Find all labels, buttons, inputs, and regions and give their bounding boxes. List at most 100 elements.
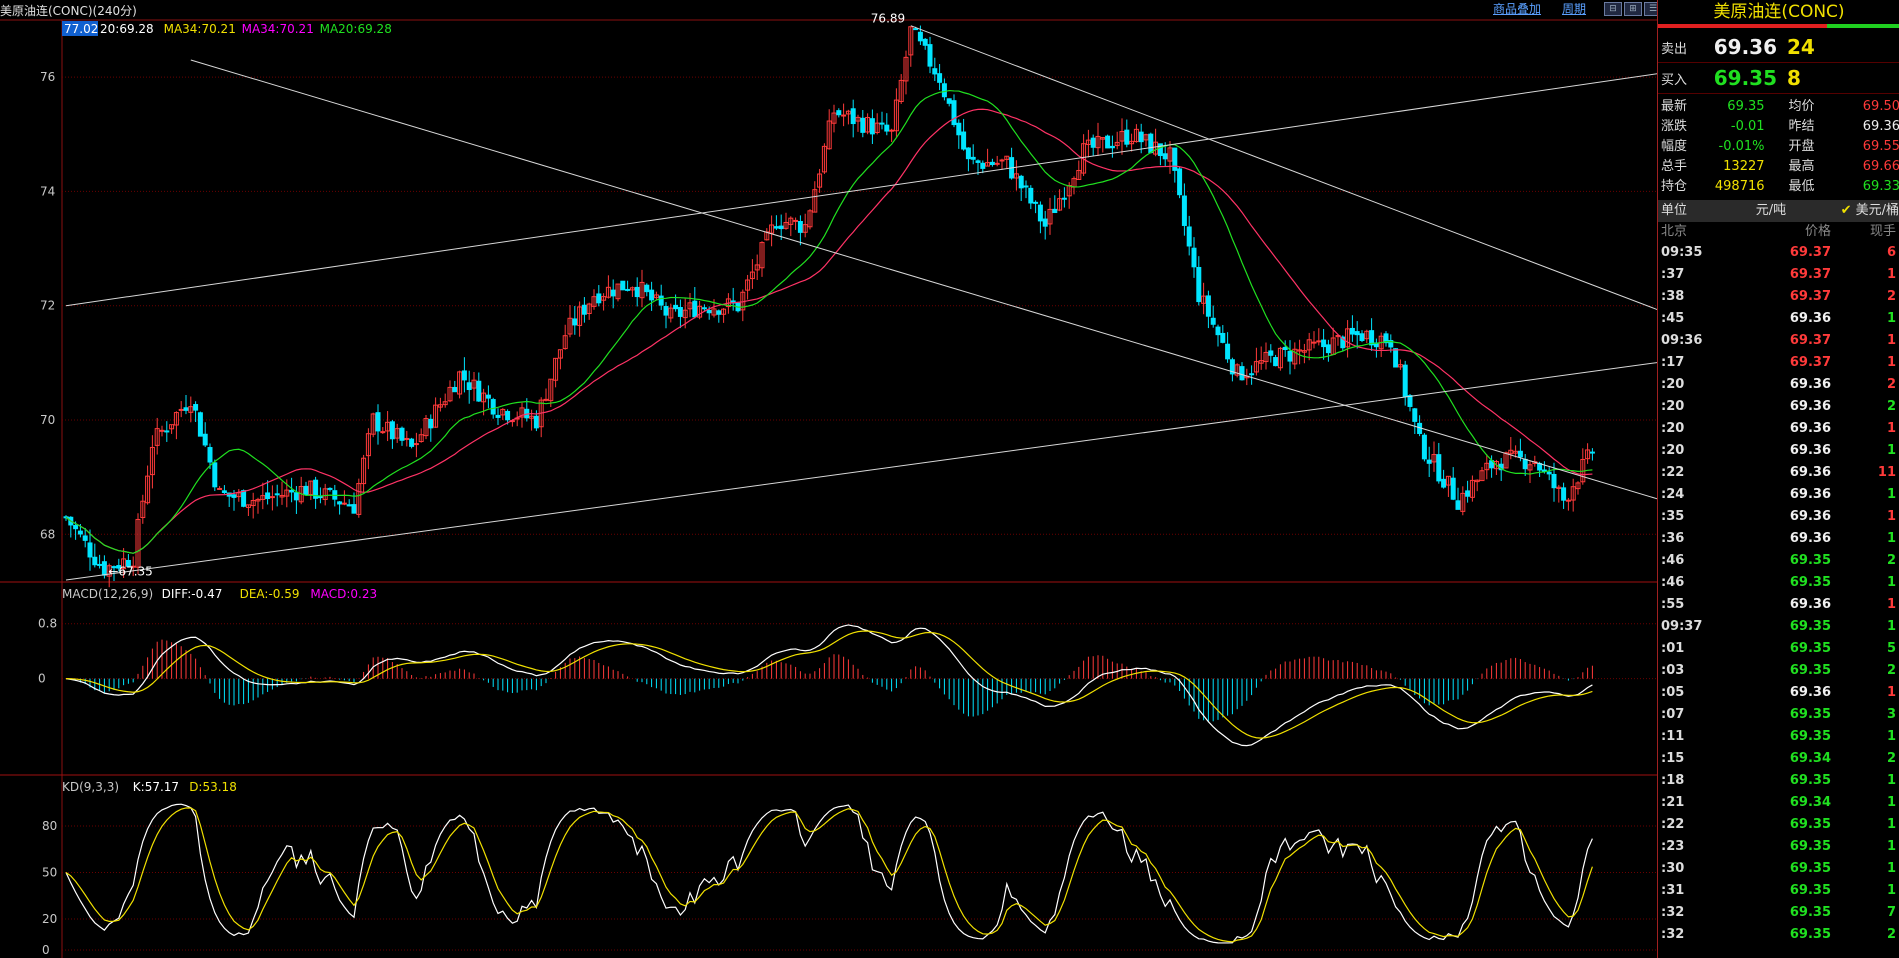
candle-body [1412, 408, 1418, 422]
candle-body [423, 418, 429, 437]
stat-value-2: 69.33 [1862, 179, 1899, 194]
zoom-in-icon[interactable]: ⊞ [1624, 2, 1642, 16]
candle-body [135, 518, 141, 568]
tick-price: 69.36 [1789, 421, 1831, 436]
candle-body [308, 480, 314, 495]
kd-d-line [65, 807, 1593, 943]
candle-body [932, 68, 938, 75]
trend-line [910, 25, 1657, 311]
candle-body [721, 308, 727, 315]
candle-body [1522, 458, 1528, 470]
tick-price: 69.35 [1789, 905, 1831, 920]
candle-body [1196, 266, 1202, 303]
candle-body [788, 217, 794, 225]
candle-body [1321, 339, 1327, 348]
candle-body [1484, 462, 1490, 471]
candle-body [1114, 141, 1120, 147]
candle-body [917, 31, 923, 42]
candle-body [375, 412, 381, 432]
tick-row: :03 69.35 2 [1658, 660, 1899, 682]
candle-body [1541, 469, 1547, 472]
tick-row: :01 69.35 5 [1658, 638, 1899, 660]
tick-time: :35 [1661, 509, 1685, 524]
candle-body [533, 415, 539, 429]
candle-body [1585, 449, 1591, 460]
candle-body [255, 498, 261, 502]
candle-body [202, 433, 208, 446]
tick-price: 69.35 [1789, 729, 1831, 744]
candle-body [500, 408, 506, 416]
unit-cny[interactable]: 元/吨 [1755, 203, 1787, 218]
candle-body [1340, 336, 1346, 349]
candle-body [1561, 487, 1567, 501]
candle-body [1037, 204, 1043, 222]
candle-body [236, 492, 242, 498]
candle-body [999, 159, 1005, 162]
tick-volume: 1 [1886, 531, 1896, 546]
overlay-link[interactable]: 商品叠加 [1493, 2, 1542, 16]
candle-body [793, 219, 799, 222]
macd-dea-line [65, 630, 1593, 739]
candle-body [629, 287, 635, 291]
tick-row: :20 69.36 2 [1658, 396, 1899, 418]
candle-body [783, 221, 789, 229]
tick-price: 69.37 [1789, 245, 1831, 260]
candle-body [389, 421, 395, 440]
tick-row: :20 69.36 1 [1658, 440, 1899, 462]
candle-body [1004, 155, 1010, 160]
candle-body [1234, 364, 1240, 376]
candle-body [1306, 339, 1312, 351]
tick-time: 09:35 [1661, 245, 1703, 260]
tick-time: 09:36 [1661, 333, 1703, 348]
candle-body [985, 162, 991, 167]
kd-legend-item: K:57.17 [133, 780, 179, 794]
tick-row: :18 69.35 1 [1658, 770, 1899, 792]
tick-row: :20 69.36 1 [1658, 418, 1899, 440]
candle-body [356, 483, 362, 515]
stat-row: 幅度 -0.01% 开盘 69.55 [1658, 137, 1899, 157]
tick-price: 69.35 [1789, 927, 1831, 942]
candle-body [1028, 187, 1034, 204]
candle-body [965, 147, 971, 160]
tick-time: :11 [1661, 729, 1685, 744]
candle-body [1282, 346, 1288, 351]
zoom-out-icon[interactable]: ⊟ [1604, 2, 1622, 16]
ticker-label: 美原油连(CONC)(240分) [0, 4, 137, 18]
tick-volume: 1 [1886, 443, 1896, 458]
chart-canvas[interactable]: 76 74 72 70 68 76.89 ←67.35 77.02 20:69.28 MA34:7… [0, 0, 1657, 958]
candle-body [1388, 340, 1394, 348]
candle-body [1469, 479, 1475, 498]
candle-body [485, 394, 491, 399]
legend-item: 20:69.28 [100, 22, 154, 36]
candle-body [1551, 473, 1557, 489]
candle-body [231, 494, 237, 498]
stat-value: 498716 [1714, 179, 1765, 194]
candle-body [351, 504, 357, 514]
tick-volume: 1 [1886, 311, 1896, 326]
candle-body [951, 100, 957, 126]
candle-body [341, 502, 347, 505]
period-link[interactable]: 周期 [1562, 2, 1587, 16]
candle-body [1273, 357, 1279, 367]
candle-body [946, 98, 952, 104]
candle-body [370, 413, 376, 435]
tick-volume: 1 [1886, 509, 1896, 524]
candle-body [874, 122, 880, 134]
unit-usd[interactable]: ✔ 美元/桶 [1821, 200, 1899, 222]
candle-body [1407, 395, 1413, 407]
tick-row: :23 69.35 1 [1658, 836, 1899, 858]
candle-body [92, 556, 98, 566]
candle-body [1033, 201, 1039, 204]
candle-body [178, 408, 184, 411]
candle-body [1445, 475, 1451, 486]
tick-price: 69.36 [1789, 465, 1831, 480]
candle-body [759, 242, 765, 269]
kd-legend-item: KD(9,3,3) [62, 780, 119, 794]
candle-body [1436, 454, 1442, 482]
candle-body [1023, 185, 1029, 188]
tick-time: :24 [1661, 487, 1685, 502]
candle-body [975, 160, 981, 163]
candle-body [634, 286, 640, 298]
view-buttons: ⊟ ⊞ ☰ [1604, 2, 1662, 16]
tick-list[interactable]: 09:35 69.37 6:37 69.37 1:38 69.37 2:45 69.36 1 09… [1658, 242, 1899, 946]
